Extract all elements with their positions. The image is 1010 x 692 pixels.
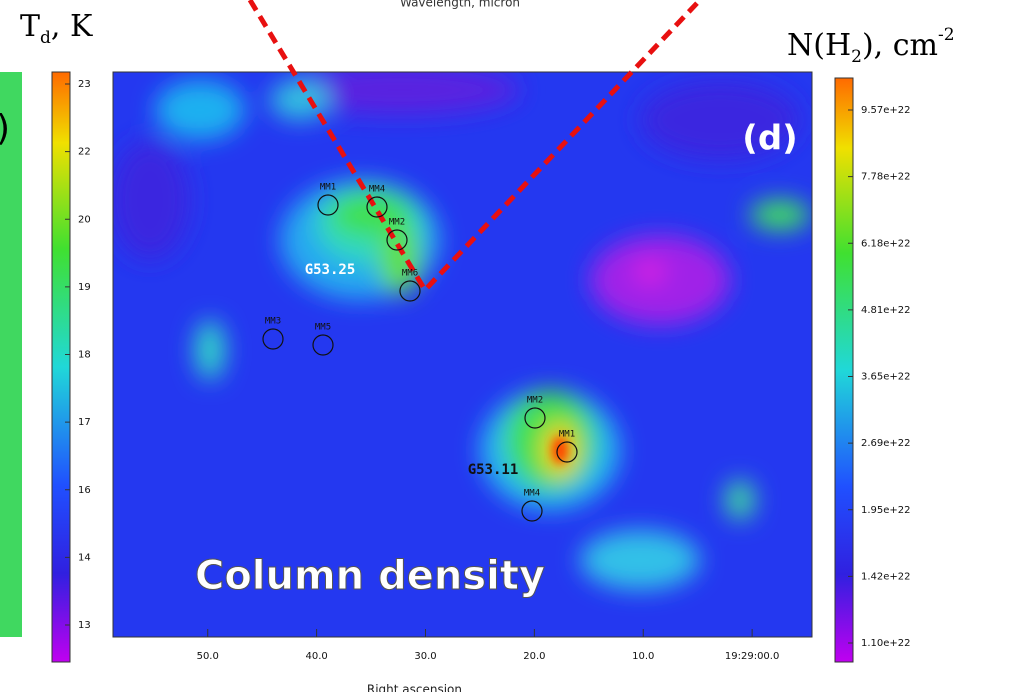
x-tick-label: 30.0 xyxy=(414,651,436,662)
colorbar-title-part: d xyxy=(40,28,51,48)
colorbar-tick-label: 1.95e+22 xyxy=(861,505,911,516)
colorbar xyxy=(835,78,853,662)
source-label: G53.11 xyxy=(468,462,519,478)
colorbar-tick-label: 23 xyxy=(78,79,91,90)
core-label: MM1 xyxy=(559,430,575,440)
core-label: MM4 xyxy=(369,185,385,195)
colorbar-tick-label: 6.18e+22 xyxy=(861,238,911,249)
colorbar-tick-label: 1.42e+22 xyxy=(861,571,911,582)
colorbar-tick-label: 16 xyxy=(78,485,91,496)
core-label: MM4 xyxy=(524,489,540,499)
panel-label: (d) xyxy=(742,119,797,159)
core-label: MM1 xyxy=(320,183,336,193)
x-tick-label: 10.0 xyxy=(632,651,654,662)
colorbar-tick-label: 1.10e+22 xyxy=(861,638,911,649)
colorbar-title-part: N(H xyxy=(787,28,851,63)
previous-panel-edge xyxy=(0,72,22,637)
colorbar-tick-label: 22 xyxy=(78,147,91,158)
source-label: G53.25 xyxy=(305,262,356,278)
figure: Wavelength, micron ) (d) Column dens xyxy=(0,0,1010,692)
colorbar-tick-label: 9.57e+22 xyxy=(861,105,911,116)
colorbar-tick-label: 20 xyxy=(78,214,91,225)
colorbar-tick-label: 14 xyxy=(78,552,91,563)
colorbar-tick-label: 13 xyxy=(78,620,91,631)
colorbar-title: Td, K xyxy=(20,9,93,48)
colorbar-title-part: , K xyxy=(51,9,93,44)
left-fragment: ) xyxy=(0,108,10,149)
heatmap xyxy=(110,65,812,637)
colorbar-title: N(H2), cm-2 xyxy=(787,25,955,67)
colorbar-tick-label: 2.69e+22 xyxy=(861,438,911,449)
x-tick-label: 40.0 xyxy=(305,651,327,662)
colorbar-tick-label: 3.65e+22 xyxy=(861,372,911,383)
x-tick-label: 50.0 xyxy=(197,651,219,662)
colorbar-tick-label: 17 xyxy=(78,417,91,428)
colorbar-tick-label: 18 xyxy=(78,350,91,361)
x-axis-label: Right ascension xyxy=(367,683,462,692)
colorbar xyxy=(52,72,70,662)
colorbar-tick-label: 19 xyxy=(78,282,91,293)
colorbar-tick-label: 7.78e+22 xyxy=(861,172,911,183)
core-label: MM6 xyxy=(402,269,418,279)
colorbar-tick-label: 4.81e+22 xyxy=(861,305,911,316)
colorbar-title-part: -2 xyxy=(938,25,955,45)
panel-title: Column density xyxy=(195,553,545,599)
colorbar-title-part: ), cm xyxy=(862,28,938,63)
core-label: MM2 xyxy=(389,218,405,228)
colorbar-title-part: 2 xyxy=(851,47,862,67)
core-label: MM5 xyxy=(315,323,331,333)
x-tick-label: 20.0 xyxy=(523,651,545,662)
colorbar-title-part: T xyxy=(20,9,40,44)
top-label: Wavelength, micron xyxy=(400,0,520,10)
core-label: MM2 xyxy=(527,396,543,406)
x-tick-label: 19:29:00.0 xyxy=(725,651,779,662)
core-label: MM3 xyxy=(265,317,281,327)
